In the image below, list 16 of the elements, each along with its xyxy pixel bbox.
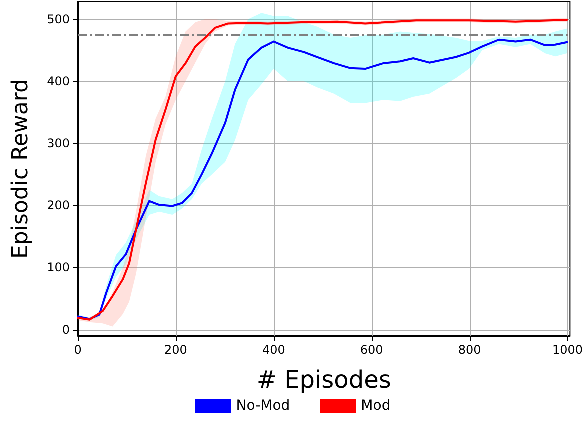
y-tick-label: 500 [47,12,70,26]
x-tick-label: 1000 [552,343,584,357]
y-tick-label: 200 [47,198,70,213]
x-tick-label: 600 [360,343,384,357]
y-axis-title: Episodic Reward [8,79,34,259]
y-tick-label: 400 [47,74,70,88]
x-axis-title: # Episodes [256,366,392,394]
x-tick-label: 200 [164,343,188,357]
y-tick-label: 300 [47,136,70,151]
x-tick-label: 800 [458,343,482,357]
legend-label: Mod [361,398,391,414]
y-tick-label: 0 [62,322,70,337]
legend-label: No-Mod [236,398,290,414]
x-tick-label: 400 [262,343,286,357]
y-tick-label: 100 [47,260,70,275]
x-tick-label: 0 [74,343,82,357]
